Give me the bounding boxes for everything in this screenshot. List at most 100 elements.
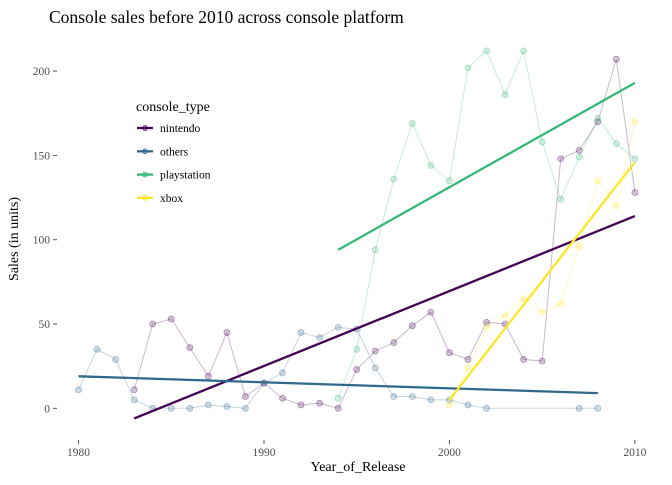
point-others-2001	[464, 401, 472, 409]
series-line-others	[78, 326, 598, 409]
point-others-1989	[242, 404, 249, 412]
point-nintendo-1989	[242, 393, 249, 400]
point-nintendo-2006	[557, 155, 565, 163]
point-playstation-1994	[334, 394, 342, 402]
point-nintendo-2010	[631, 189, 639, 196]
point-nintendo-1991	[279, 394, 286, 402]
y-tick-label-150: 150	[33, 150, 51, 162]
point-nintendo-1988	[223, 329, 231, 336]
trend-line-nintendo	[133, 215, 636, 420]
point-playstation-2005	[538, 138, 546, 146]
legend-key-point-nintendo	[142, 125, 148, 131]
point-others-1993	[316, 334, 324, 341]
point-others-2007	[575, 404, 583, 412]
legend-label-playstation: playstation	[160, 170, 211, 182]
point-nintendo-1998	[408, 322, 416, 330]
point-xbox-2005	[538, 308, 546, 316]
point-playstation-2007	[575, 153, 583, 161]
x-tick-label-1980: 1980	[67, 447, 90, 459]
x-tick-label-2000: 2000	[438, 447, 461, 459]
point-playstation-2003	[501, 91, 509, 99]
point-nintendo-2002	[483, 318, 490, 326]
point-others-2002	[483, 404, 490, 412]
point-others-1988	[223, 403, 231, 411]
legend-key-point-playstation	[142, 171, 148, 178]
x-tick-label-1990: 1990	[252, 447, 275, 459]
legend-title: console_type	[136, 100, 210, 115]
y-axis-label: Sales (in units)	[7, 197, 22, 281]
point-playstation-1995	[353, 345, 361, 353]
point-nintendo-1992	[297, 401, 305, 409]
trend-line-others	[78, 375, 598, 395]
point-others-1985	[167, 404, 175, 412]
point-nintendo-1994	[334, 404, 342, 412]
point-nintendo-1996	[371, 347, 379, 355]
legend-key-point-xbox	[142, 195, 148, 201]
point-playstation-2000	[446, 177, 453, 185]
point-nintendo-2000	[446, 349, 453, 357]
series-line-nintendo	[133, 59, 636, 409]
x-tick-label-2010: 2010	[623, 447, 646, 459]
y-tick-label-200: 200	[33, 66, 51, 78]
y-tick-label-50: 50	[39, 319, 51, 331]
point-nintendo-1983	[130, 386, 138, 394]
point-others-1983	[130, 396, 138, 404]
point-nintendo-2001	[464, 356, 472, 363]
point-nintendo-1997	[390, 339, 398, 346]
point-others-1996	[371, 364, 379, 372]
point-nintendo-1987	[204, 372, 212, 380]
point-playstation-2006	[557, 195, 565, 203]
point-nintendo-1984	[149, 320, 157, 328]
point-playstation-2004	[520, 47, 528, 55]
point-others-1999	[427, 396, 435, 404]
point-others-1982	[112, 356, 120, 363]
point-xbox-2002	[483, 323, 490, 331]
point-nintendo-2008	[594, 118, 602, 126]
point-xbox-2010	[631, 118, 639, 126]
point-others-1992	[297, 329, 305, 336]
chart-title: Console sales before 2010 across console…	[49, 7, 404, 27]
legend-label-nintendo: nintendo	[160, 123, 200, 135]
point-xbox-2004	[520, 295, 528, 303]
series-xbox	[446, 118, 639, 409]
point-others-1980	[75, 386, 82, 394]
x-axis-label: Year_of_Release	[311, 460, 406, 475]
y-tick-label-100: 100	[33, 235, 51, 247]
point-xbox-2007	[575, 243, 583, 250]
legend: console_type nintendo others playstation xb…	[136, 100, 211, 205]
point-playstation-1996	[371, 246, 379, 254]
point-playstation-2009	[612, 140, 620, 148]
y-tick-label-0: 0	[44, 403, 50, 415]
point-others-1981	[93, 345, 101, 353]
point-nintendo-1986	[186, 344, 194, 352]
point-playstation-2002	[483, 47, 490, 55]
point-others-2008	[594, 404, 602, 412]
point-xbox-2008	[594, 177, 602, 185]
point-others-1997	[390, 393, 398, 400]
point-nintendo-1995	[353, 366, 361, 373]
series-line-playstation	[337, 49, 636, 399]
point-playstation-1997	[390, 175, 398, 183]
point-others-1986	[186, 404, 194, 412]
point-playstation-2001	[464, 64, 472, 72]
point-xbox-2006	[557, 300, 565, 308]
point-playstation-1998	[408, 119, 416, 127]
point-xbox-2009	[612, 202, 620, 210]
plot-area: 0 50 100 150 200 1980 1990 2000 2010	[33, 47, 647, 459]
point-xbox-2003	[501, 312, 509, 319]
point-nintendo-1985	[167, 315, 175, 323]
legend-label-others: others	[160, 146, 189, 158]
trend-line-xbox	[448, 161, 636, 401]
point-others-1987	[204, 401, 212, 409]
point-others-1994	[334, 323, 342, 331]
point-xbox-2000	[446, 401, 453, 409]
series-nintendo	[130, 55, 639, 412]
point-playstation-2008	[594, 114, 602, 122]
series-playstation	[334, 47, 639, 402]
point-playstation-2010	[631, 155, 639, 163]
point-xbox-2001	[464, 364, 472, 372]
point-nintendo-1993	[316, 399, 324, 407]
point-nintendo-2005	[538, 357, 546, 365]
